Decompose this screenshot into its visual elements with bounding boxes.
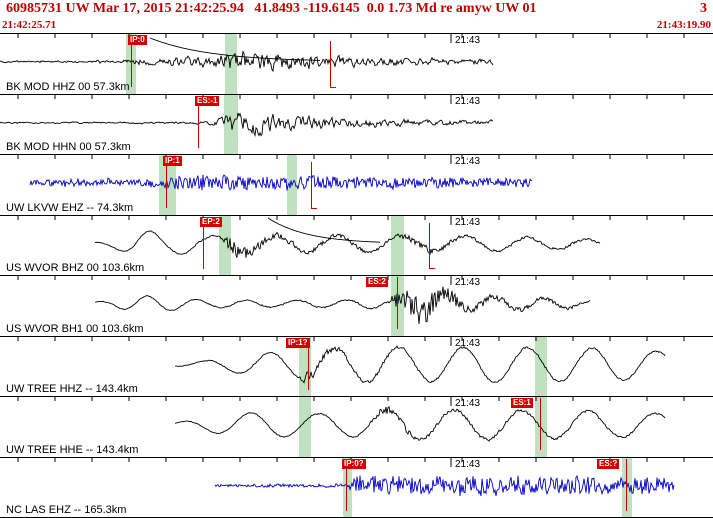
pick-window-band (535, 397, 547, 457)
event-count: 3 (700, 1, 707, 16)
pick-flag[interactable]: ES:2 (366, 277, 388, 287)
pick-line[interactable] (346, 458, 347, 511)
pick-line[interactable] (131, 35, 132, 88)
pick-flag[interactable]: IP:1 (163, 156, 182, 166)
pick-line[interactable] (198, 95, 199, 148)
minute-time-label: 21:43 (455, 458, 481, 470)
coda-marker[interactable] (429, 222, 435, 269)
pick-window-band (343, 457, 352, 517)
waveform-path (94, 229, 601, 258)
trace-panel[interactable]: BK MOD HHN 00 57.3km 21:43 ES:-1 (0, 93, 713, 154)
station-label: US WVOR BHZ 00 103.6km (6, 262, 145, 274)
event-header: 60985731 UW Mar 17, 2015 21:42:25.94 41.… (0, 0, 713, 19)
waveform-path (214, 474, 675, 496)
time-ticks (17, 276, 685, 285)
pick-line[interactable] (626, 458, 627, 511)
time-ticks (17, 336, 685, 346)
pick-window-band (299, 397, 311, 457)
waveform (17, 457, 685, 496)
waveform-path (94, 286, 591, 324)
station-label: UW TREE HHZ -- 143.4km (6, 383, 138, 395)
station-label: UW TREE HHE -- 143.4km (6, 443, 139, 456)
pick-window-band (622, 457, 632, 517)
long-period-transient (149, 37, 320, 61)
time-range-bar: 21:42:25.71 21:43:19.90 (0, 19, 713, 33)
time-ticks (17, 94, 685, 104)
time-ticks (17, 215, 685, 225)
waveform (17, 397, 685, 442)
trace-panel[interactable]: UW TREE HHE -- 143.4km 21:43 ES:1 (0, 396, 713, 457)
trace-panel[interactable]: UW TREE HHZ -- 143.4km 21:43 IP:1? (0, 335, 713, 396)
coda-marker[interactable] (330, 41, 336, 88)
waveform-path (174, 344, 666, 384)
time-ticks (17, 155, 685, 164)
minute-time-label: 21:43 (455, 35, 481, 46)
minute-time-label: 21:43 (455, 337, 481, 349)
station-label: BK MOD HHN 00 57.3km (6, 141, 131, 153)
waveform (0, 94, 685, 137)
pick-flag[interactable]: IP:0? (342, 458, 366, 469)
minute-time-label: 21:43 (455, 95, 481, 107)
pick-window-band (391, 215, 404, 275)
time-ticks (17, 457, 685, 467)
minute-time-label: 21:43 (455, 156, 481, 167)
coda-marker[interactable] (311, 162, 317, 209)
pick-line[interactable] (166, 156, 167, 209)
time-ticks (17, 397, 685, 406)
pick-window-band (535, 336, 547, 396)
trace-panel[interactable]: US WVOR BH1 00 103.6km 21:43 ES:2 (0, 275, 713, 336)
waveform-path (0, 111, 493, 137)
minute-time-label: 21:43 (455, 398, 481, 409)
station-label: NC LAS EHZ -- 165.3km (6, 504, 127, 516)
waveform-path (0, 50, 494, 73)
long-period-transient (267, 217, 380, 243)
station-label: BK MOD HHZ 00 57.3km (6, 80, 130, 93)
pick-flag[interactable]: ES:1 (511, 398, 533, 408)
pick-line[interactable] (540, 398, 541, 451)
pick-flag[interactable]: ES:? (597, 458, 620, 469)
pick-line[interactable] (308, 337, 309, 390)
waveform (0, 34, 685, 73)
minute-time-label: 21:43 (455, 216, 481, 228)
traces-container: BK MOD HHZ 00 57.3km 21:43 IP:0 BK MOD H… (0, 33, 713, 518)
pick-line[interactable] (397, 277, 398, 330)
pick-window-band (219, 215, 231, 275)
window-end-time: 21:43:19.90 (656, 19, 711, 31)
waveform (17, 336, 685, 384)
station-label: US WVOR BH1 00 103.6km (6, 322, 144, 335)
station-label: UW LKVW EHZ -- 74.3km (6, 201, 134, 214)
waveform-path (175, 405, 666, 442)
trace-panel[interactable]: US WVOR BHZ 00 103.6km 21:43 EP:2 (0, 214, 713, 275)
minute-time-label: 21:43 (455, 277, 481, 288)
pick-line[interactable] (203, 216, 204, 269)
event-summary: 60985731 UW Mar 17, 2015 21:42:25.94 41.… (6, 1, 537, 16)
trace-panel[interactable]: NC LAS EHZ -- 165.3km 21:43 IP:0? ES:? (0, 456, 713, 517)
trace-panel[interactable]: UW LKVW EHZ -- 74.3km 21:43 IP:1 (0, 154, 713, 215)
pick-flag[interactable]: EP:2 (200, 216, 222, 227)
waveform-path (29, 174, 533, 191)
window-start-time: 21:42:25.71 (2, 19, 57, 31)
trace-panel[interactable]: BK MOD HHZ 00 57.3km 21:43 IP:0 (0, 33, 713, 94)
pick-flag[interactable]: IP:0 (128, 35, 147, 45)
waveform (17, 215, 685, 258)
pick-window-band (225, 34, 237, 94)
waveform (17, 276, 685, 324)
pick-flag[interactable]: ES:-1 (195, 95, 220, 106)
time-ticks (17, 34, 685, 43)
pick-flag[interactable]: IP:1? (286, 337, 310, 348)
